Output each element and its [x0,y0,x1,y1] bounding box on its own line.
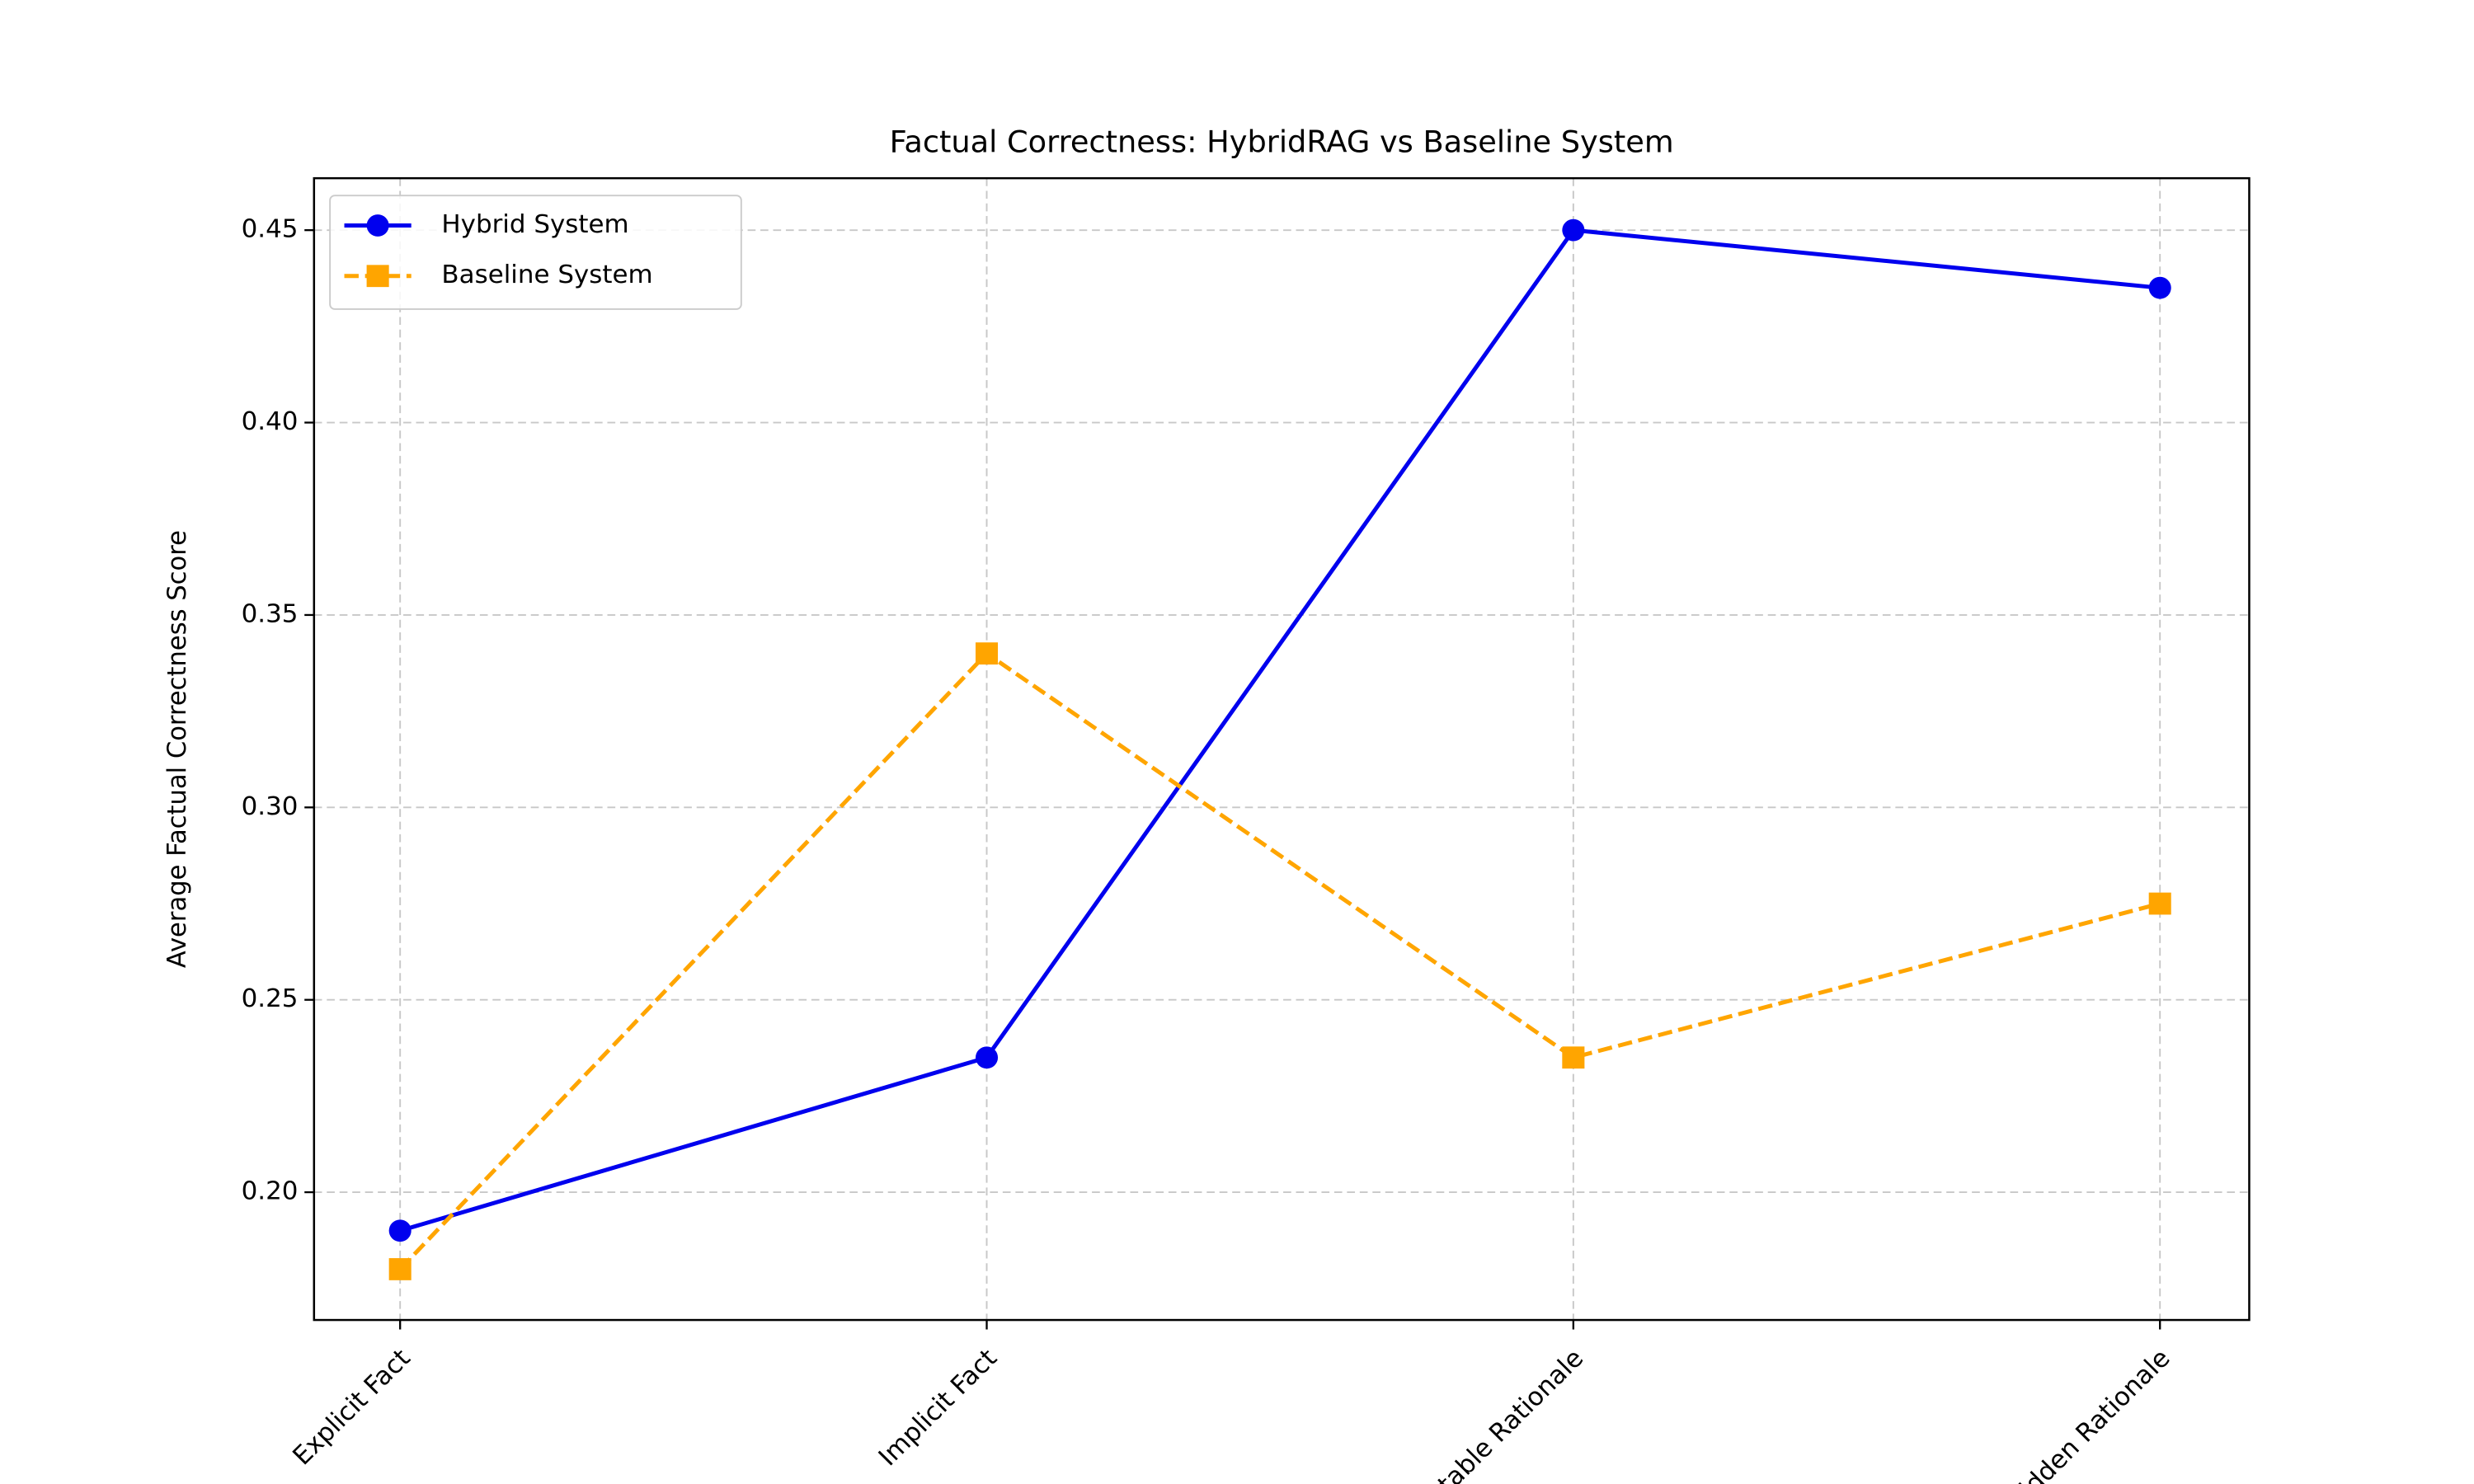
x-tick-label: Interpretable Rationale [1360,1343,1589,1484]
point [975,642,999,665]
x-tick-label: Implicit Fact [872,1343,1003,1472]
point [388,1219,412,1242]
y-tick-label: 0.20 [242,1176,299,1206]
point [1562,1046,1585,1069]
legend-marker [366,214,389,237]
x-tick-label: Explicit Fact [287,1343,416,1471]
legend-marker [366,265,389,288]
y-tick-label: 0.40 [242,406,299,436]
y-tick-label: 0.30 [242,791,299,821]
series-line [399,228,2161,1233]
point [388,1258,412,1280]
y-tick-label: 0.35 [242,599,299,629]
y-tick-label: 0.45 [242,214,299,244]
point [1562,218,1585,242]
point [975,1046,999,1069]
x-tick-label: Hidden Rationale [2001,1343,2176,1484]
legend-label: Hybrid System [441,209,628,239]
series-line [398,650,2161,1271]
legend-box [329,195,742,310]
point [2148,276,2171,299]
plot-frame [313,176,2251,1322]
legend-label: Baseline System [441,260,652,289]
y-axis-label: Average Factual Correctness Score [162,530,192,968]
chart-title: Factual Correctness: HybridRAG vs Baseli… [890,124,1674,160]
point [2148,892,2171,915]
y-tick-label: 0.25 [242,984,299,1013]
